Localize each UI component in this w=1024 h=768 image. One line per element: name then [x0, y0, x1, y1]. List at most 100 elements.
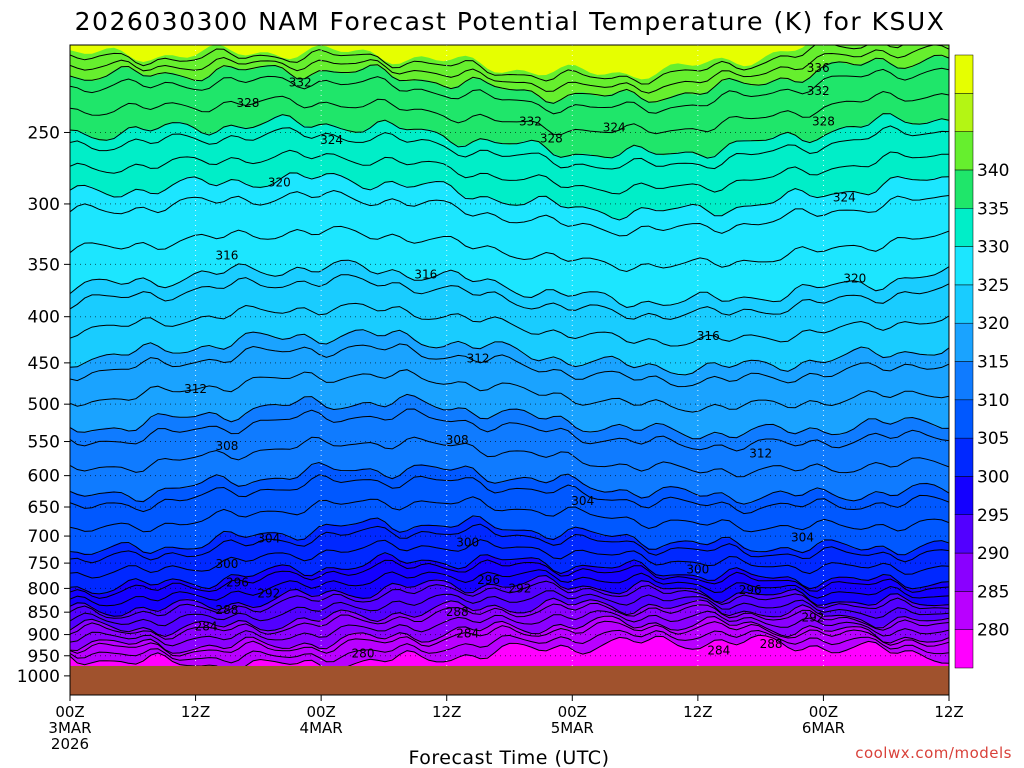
pressure-tick-label: 550 [28, 433, 60, 453]
time-tick-label: 4MAR [300, 719, 343, 737]
contour-label: 288 [216, 603, 239, 617]
pressure-tick-label: 600 [28, 467, 60, 487]
contour-label: 316 [697, 329, 720, 343]
colorbar-label: 325 [977, 276, 1009, 296]
contour-line [70, 597, 949, 638]
colorbar-label: 310 [977, 391, 1009, 411]
time-tick-label: 2026 [51, 735, 89, 753]
contour-line [70, 369, 949, 413]
contour-line [70, 474, 949, 515]
pressure-tick-label: 250 [28, 123, 60, 143]
pressure-tick-label: 450 [28, 354, 60, 374]
contour-line [70, 67, 949, 115]
colorbar-swatch [954, 169, 974, 209]
contour-line [70, 149, 949, 195]
colorbar-label: 335 [977, 199, 1009, 219]
colorbar-label: 285 [977, 582, 1009, 602]
contour-label: 296 [226, 575, 249, 589]
pressure-tick-label: 1000 [17, 667, 60, 687]
pressure-tick-label: 700 [28, 527, 60, 547]
contour-line [70, 620, 949, 657]
colorbar-swatch [954, 246, 974, 286]
contour-line [70, 569, 949, 607]
contour-label: 328 [540, 132, 563, 146]
ground-below-surface [70, 665, 949, 695]
colorbar-label: 290 [977, 544, 1009, 564]
colorbar-swatch [954, 208, 974, 247]
contour-label: 316 [414, 267, 437, 281]
contour-label: 312 [749, 446, 772, 460]
contour-label: 324 [320, 133, 343, 147]
pressure-tick-label: 750 [28, 554, 60, 574]
pressure-tick-label: 300 [28, 195, 60, 215]
contour-label: 280 [352, 647, 375, 661]
contour-label: 308 [216, 439, 239, 453]
contour-label: 288 [760, 637, 783, 651]
colorbar-swatch [954, 93, 974, 132]
pressure-tick-label: 400 [28, 308, 60, 328]
pressure-tick-label: 650 [28, 498, 60, 518]
contour-label: 300 [686, 562, 709, 576]
contour-label: 312 [184, 382, 207, 396]
gridlines [70, 45, 949, 695]
contour-line [70, 515, 949, 556]
colorbar-label: 315 [977, 353, 1009, 373]
colorbar-swatch [954, 629, 974, 669]
time-tick-label: 12Z [683, 703, 712, 721]
contour-line [70, 329, 949, 376]
pressure-tick-label: 900 [28, 626, 60, 646]
colorbar-swatch [954, 514, 974, 554]
contour-label: 336 [807, 61, 830, 75]
colorbar-label: 280 [977, 621, 1009, 641]
contour-labels: 336 332 332 332 328 328 328 324 324 324 320 320 316 3… [184, 61, 866, 661]
contour-line [70, 45, 904, 85]
contour-label: 284 [456, 627, 479, 641]
contour-label: 328 [812, 114, 835, 128]
contour-label: 312 [467, 351, 490, 365]
colorbar-swatch [954, 476, 974, 515]
colorbar-label: 295 [977, 506, 1009, 526]
contour-line [70, 225, 949, 273]
pressure-tick-label: 950 [28, 647, 60, 667]
contour-line [70, 90, 949, 136]
contour-line [70, 602, 949, 640]
colorbar-swatch [954, 552, 974, 592]
contour-label: 332 [807, 84, 830, 98]
colorbar-swatch [954, 54, 974, 94]
contour-label: 292 [257, 586, 280, 600]
time-tick-label: 3MAR [48, 719, 91, 737]
contour-label: 304 [257, 531, 280, 545]
contour-label: 300 [456, 536, 479, 550]
contour-line [70, 408, 949, 452]
contour-line [70, 45, 949, 94]
contour-label: 320 [268, 175, 291, 189]
plot-area: 336 332 332 332 328 328 328 324 324 324 320 320 316 3… [70, 45, 949, 695]
contour-label: 328 [236, 96, 259, 110]
colorbar-swatch [954, 591, 974, 630]
ground-fill [70, 665, 949, 695]
colorbar-swatch [954, 322, 974, 362]
contour-line [70, 610, 949, 647]
time-tick-label: 5MAR [551, 719, 594, 737]
contour-line [70, 113, 949, 159]
contour-line [70, 393, 949, 440]
contour-label: 300 [216, 557, 239, 571]
time-tick-label: 12Z [181, 703, 210, 721]
contour-line [70, 189, 949, 237]
pressure-axis: 250 300 350 400 450 500 550 600 650 700 750 800 850 9… [17, 123, 70, 687]
time-tick-label: 00Z [558, 703, 587, 721]
time-tick-label: 12Z [934, 703, 963, 721]
contour-line [70, 539, 949, 579]
contour-label: 284 [707, 643, 730, 657]
contour-label: 296 [739, 583, 762, 597]
colorbar-swatch [954, 284, 974, 324]
x-axis-title: Forecast Time (UTC) [409, 747, 610, 768]
colorbar-swatch [954, 361, 974, 401]
pressure-tick-label: 350 [28, 255, 60, 275]
colorbar-swatch [954, 131, 974, 171]
colorbar-swatch [954, 437, 974, 477]
contour-line [70, 302, 949, 347]
contour-line [70, 461, 949, 505]
contour-line [70, 634, 949, 674]
